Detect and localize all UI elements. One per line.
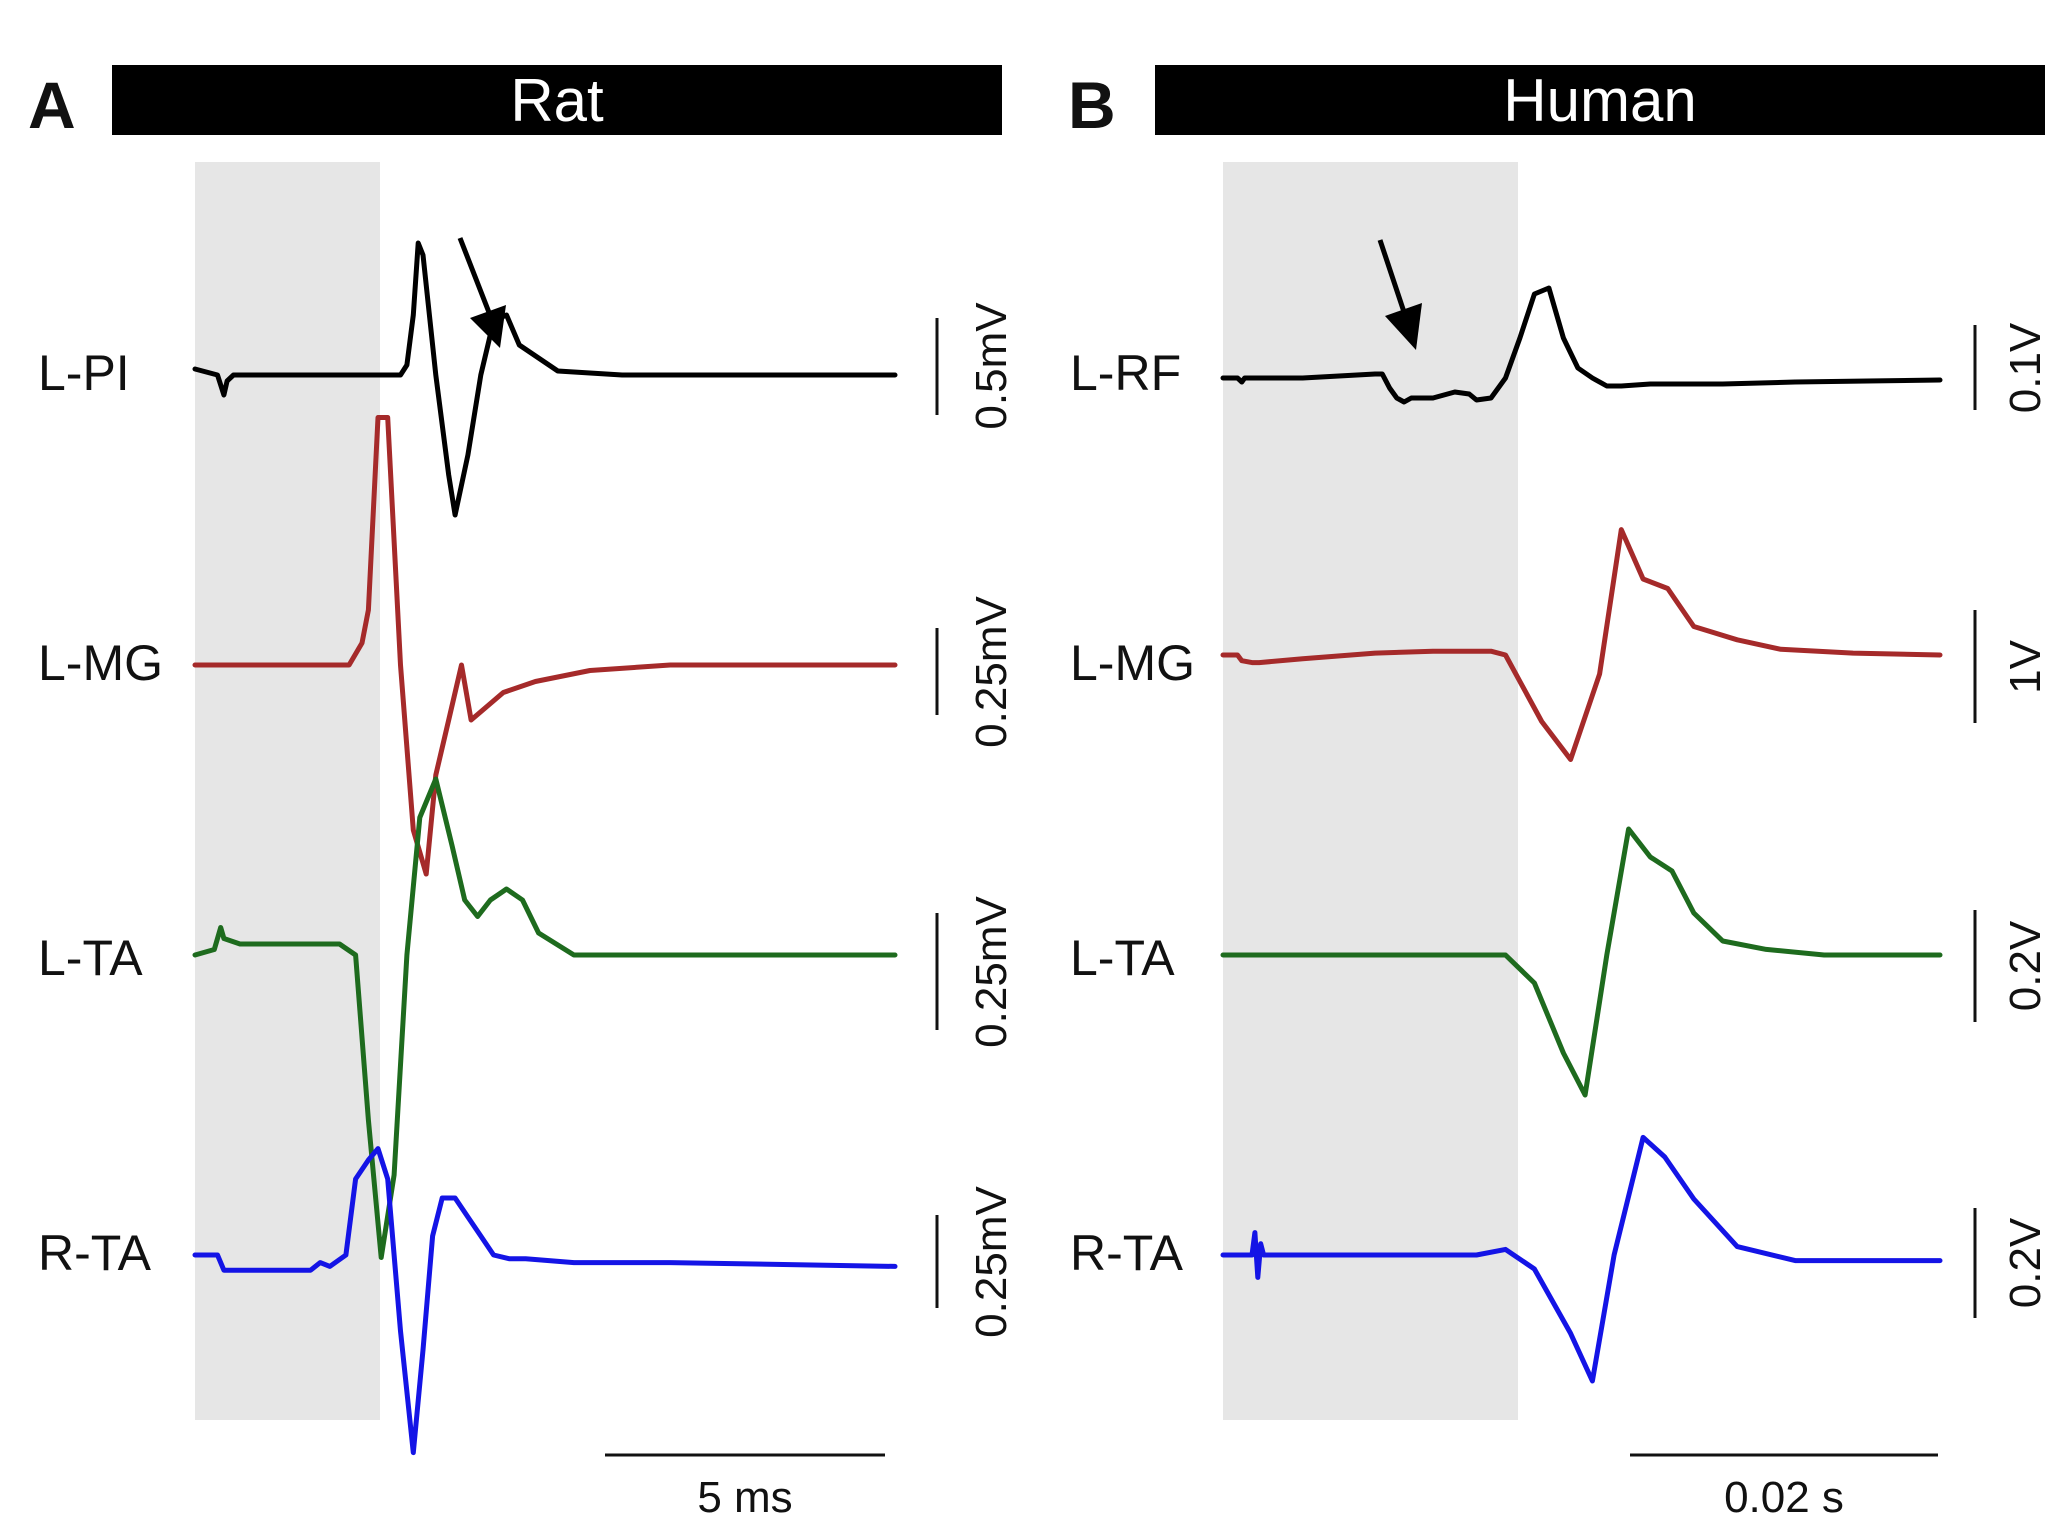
panel-letter-b: B: [1068, 68, 1116, 142]
header-bar-human: [1155, 65, 2045, 135]
header-bar-rat: [112, 65, 1002, 135]
trace-human-r-ta: [1220, 1134, 1943, 1384]
time-scalebar-label-rat: 5 ms: [697, 1473, 792, 1522]
stim-shading-human: [1223, 162, 1518, 1420]
time-scalebar-label-human: 0.02 s: [1724, 1473, 1844, 1522]
trace-rat-l-pi: [192, 240, 898, 518]
trace-label-rat-l-mg: L-MG: [38, 635, 163, 691]
traces-layer: [192, 240, 1943, 1456]
trace-label-human-l-ta: L-TA: [1070, 930, 1175, 986]
scalebar-label-rat-r-ta: 0.25mV: [967, 1186, 1016, 1338]
trace-rat-r-ta: [192, 1146, 898, 1456]
stim-shading-rat: [195, 162, 380, 1420]
trace-label-human-r-ta: R-TA: [1070, 1225, 1184, 1281]
scalebar-label-human-l-rf: 0.1V: [2001, 322, 2050, 413]
panel-letter-a: A: [28, 68, 76, 142]
arrow-rat-l-pi: [457, 237, 506, 348]
trace-label-human-l-mg: L-MG: [1070, 635, 1195, 691]
header-title-rat: Rat: [510, 67, 604, 134]
scalebar-label-human-r-ta: 0.2V: [2001, 1217, 2050, 1308]
trace-label-rat-l-ta: L-TA: [38, 930, 143, 986]
scalebar-label-human-l-mg: 1V: [2001, 639, 2050, 693]
header-title-human: Human: [1503, 67, 1696, 134]
trace-rat-l-mg: [192, 415, 898, 877]
trace-human-l-rf: [1220, 285, 1943, 405]
trace-label-rat-r-ta: R-TA: [38, 1225, 152, 1281]
scalebar-label-rat-l-ta: 0.25mV: [967, 896, 1016, 1048]
arrow-human-l-rf: [1377, 239, 1422, 350]
trace-label-rat-l-pi: L-PI: [38, 345, 130, 401]
scalebar-label-rat-l-mg: 0.25mV: [967, 596, 1016, 748]
trace-human-l-ta: [1220, 826, 1943, 1098]
scalebar-label-human-l-ta: 0.2V: [2001, 920, 2050, 1011]
scalebar-label-rat-l-pi: 0.5mV: [967, 302, 1016, 430]
trace-label-human-l-rf: L-RF: [1070, 345, 1181, 401]
trace-rat-l-ta: [192, 776, 898, 1260]
trace-human-l-mg: [1220, 527, 1943, 762]
